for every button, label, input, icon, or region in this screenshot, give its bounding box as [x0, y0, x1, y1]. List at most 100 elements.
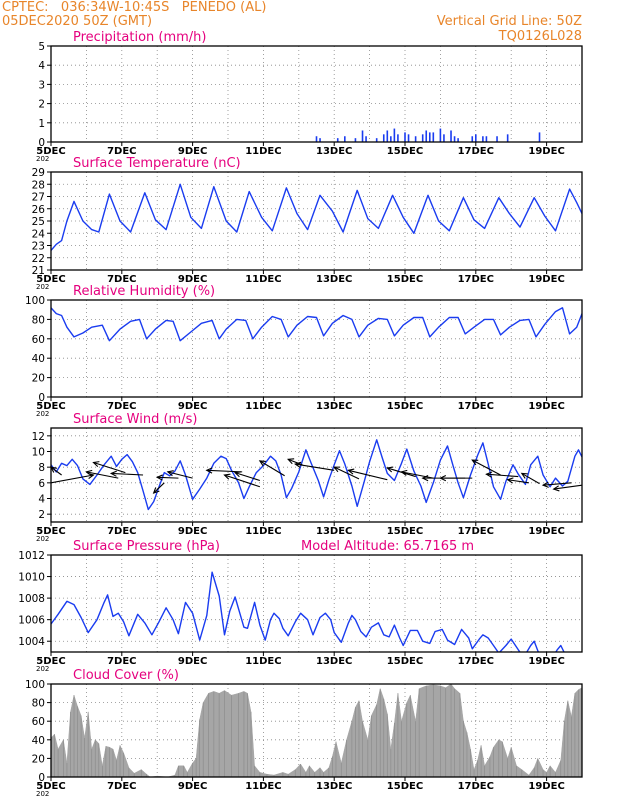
- wind-arrowhead: [294, 461, 302, 468]
- wind-arrowhead: [223, 473, 231, 480]
- humidity-title: Relative Humidity (%): [73, 284, 215, 299]
- precip-bar: [432, 132, 435, 142]
- humidity-xtick-label: 13DEC: [316, 401, 352, 412]
- wind-arrow: [333, 466, 360, 480]
- precip-bar: [354, 138, 357, 142]
- temp-ytick-label: 21: [32, 265, 45, 277]
- temp-xtick-label: 7DEC: [107, 274, 136, 285]
- wind-arrow: [287, 458, 303, 466]
- temp-year-stub: 202: [36, 283, 49, 291]
- wind-arrowhead: [347, 468, 355, 475]
- wind-ytick-label: 8: [38, 462, 45, 474]
- wind-arrow: [234, 472, 261, 482]
- humidity-ytick-label: 100: [25, 295, 45, 307]
- cloud-xtick-label: 9DEC: [178, 781, 207, 792]
- cloud-ytick-label: 60: [32, 716, 45, 728]
- wind-ytick-label: 4: [38, 494, 45, 506]
- precip-bar: [407, 134, 410, 142]
- station-header: CPTEC: 036:34W-10:45S PENEDO (AL): [2, 0, 267, 15]
- wind-arrowhead: [421, 475, 429, 482]
- precip-bar: [365, 136, 367, 142]
- run-date: 05DEC2020 50Z (GMT): [2, 14, 153, 29]
- humidity-frame: [50, 299, 583, 398]
- wind-arrow: [259, 460, 285, 477]
- wind-frame: [50, 427, 583, 523]
- humidity-data: [51, 307, 582, 342]
- humidity-line: [51, 307, 582, 342]
- temp-ytick-label: 23: [32, 241, 45, 253]
- precip-bar: [386, 130, 389, 142]
- wind-arrowhead: [166, 470, 174, 477]
- precip-xtick-label: 19DEC: [528, 146, 564, 157]
- precip-bar: [382, 134, 385, 142]
- wind-arrowhead: [541, 481, 549, 488]
- cloud-ytick-label: 40: [32, 735, 45, 747]
- humidity-xtick-label: 17DEC: [458, 401, 494, 412]
- wind-ytick-label: 12: [32, 431, 45, 443]
- wind-arrowhead: [506, 477, 514, 484]
- wind-arrowhead: [333, 466, 341, 473]
- cloud-ytick-label: 100: [25, 679, 45, 691]
- wind-arrow: [543, 482, 572, 486]
- humidity-ytick-label: 0: [38, 392, 45, 404]
- wind-arrowhead: [233, 471, 242, 478]
- precip-bar: [319, 138, 321, 142]
- precip-bar: [404, 132, 406, 142]
- cloud-xtick-label: 5DEC: [36, 781, 65, 792]
- wind-arrowhead: [109, 470, 117, 477]
- precip-bar: [471, 136, 474, 142]
- pressure-xtick-label: 5DEC: [36, 656, 65, 667]
- pressure-xtick-label: 7DEC: [107, 656, 136, 667]
- wind-xtick-label: 5DEC: [36, 526, 65, 537]
- temp-xtick-label: 13DEC: [316, 274, 352, 285]
- wind-arrowhead: [85, 469, 93, 476]
- cloud-ytick-label: 0: [38, 772, 45, 784]
- precip-bar: [336, 138, 339, 142]
- wind-panel: 2 4 6 8 10 12 5DEC 7DEC 9DEC 11DEC 13DEC 15DEC 17DEC…: [32, 412, 583, 543]
- temp-xtick-label: 17DEC: [458, 274, 494, 285]
- precip-bar: [421, 134, 424, 142]
- cloud-xtick-label: 15DEC: [387, 781, 423, 792]
- precip-xtick-label: 15DEC: [387, 146, 423, 157]
- precip-bar: [485, 136, 488, 142]
- wind-data: [51, 439, 582, 511]
- wind-arrow: [167, 471, 193, 479]
- temp-ytick-label: 24: [32, 228, 46, 240]
- wind-arrow: [111, 472, 144, 476]
- wind-xtick-label: 9DEC: [178, 526, 207, 537]
- wind-arrow: [401, 471, 434, 479]
- humidity-xtick-label: 19DEC: [528, 401, 564, 412]
- pressure-ytick-label: 1010: [18, 572, 45, 584]
- temp-ytick-label: 25: [32, 216, 45, 228]
- humidity-ytick-label: 40: [32, 353, 45, 365]
- precip-ytick-label: 3: [38, 79, 45, 91]
- wind-arrowhead: [287, 458, 295, 465]
- wind-arrowhead: [439, 475, 447, 482]
- precip-bar: [414, 136, 417, 142]
- cloud-data: [51, 684, 582, 777]
- precip-bar: [475, 134, 477, 142]
- temp-xtick-label: 5DEC: [36, 274, 65, 285]
- wind-arrow: [50, 466, 62, 476]
- pressure-title: Surface Pressure (hPa): [73, 539, 220, 554]
- precip-year-stub: 202: [36, 155, 49, 163]
- model-id: TQ0126L028: [498, 29, 582, 44]
- precip-bar: [315, 136, 318, 142]
- wind-arrow: [507, 479, 529, 484]
- humidity-xtick-label: 9DEC: [178, 401, 207, 412]
- precip-ytick-label: 1: [38, 118, 45, 130]
- temp-ytick-label: 22: [32, 253, 45, 265]
- pressure-ytick-label: 1012: [18, 550, 45, 562]
- humidity-ytick-label: 80: [32, 314, 45, 326]
- temp-xtick-label: 11DEC: [245, 274, 281, 285]
- wind-arrowhead: [258, 460, 266, 467]
- wind-arrowhead: [205, 467, 213, 474]
- pressure-xtick-label: 9DEC: [178, 656, 207, 667]
- precip-bar: [390, 136, 392, 142]
- wind-xtick-label: 7DEC: [107, 526, 136, 537]
- wind-xtick-label: 17DEC: [458, 526, 494, 537]
- humidity-xtick-label: 15DEC: [387, 401, 423, 412]
- humidity-year-stub: 202: [36, 410, 49, 418]
- precip-ytick-label: 0: [38, 137, 45, 149]
